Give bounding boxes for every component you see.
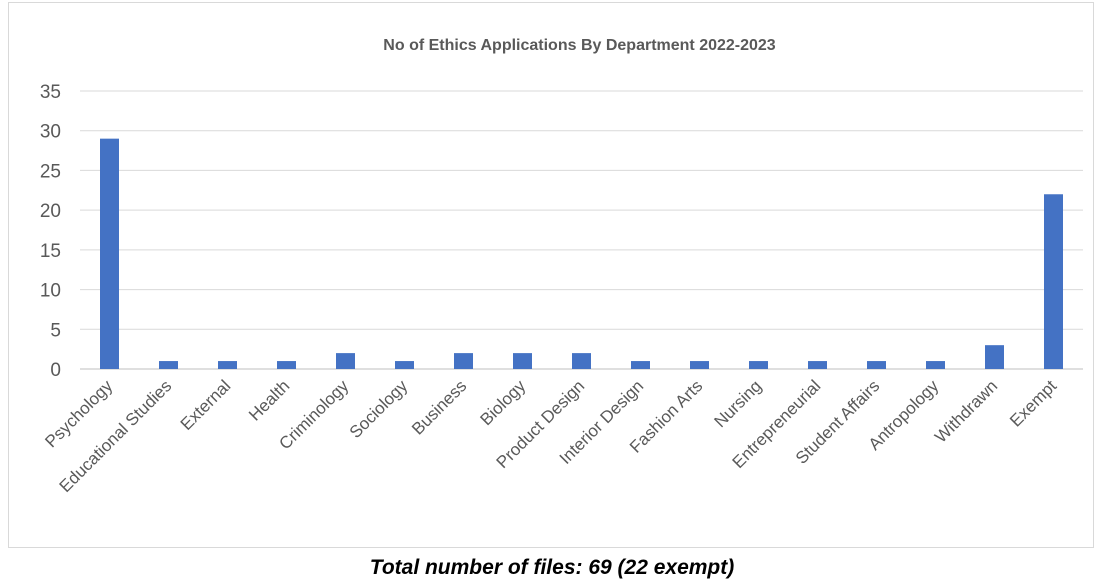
bar-antropology: [926, 361, 945, 369]
bar-business: [454, 353, 473, 369]
bar-criminology: [336, 353, 355, 369]
bar-student-affairs: [867, 361, 886, 369]
bar-psychology: [100, 138, 119, 369]
bar-fashion-arts: [690, 361, 709, 369]
y-tick-label: 10: [40, 281, 61, 302]
x-tick-label: Educational Studies: [56, 376, 176, 496]
bar-sociology: [395, 361, 414, 369]
y-tick-label: 30: [40, 122, 61, 143]
chart-title: No of Ethics Applications By Department …: [383, 37, 776, 54]
bar-nursing: [749, 361, 768, 369]
bar-biology: [513, 353, 532, 369]
y-tick-label: 35: [40, 82, 61, 103]
bar-exempt: [1044, 194, 1063, 369]
bar-external: [218, 361, 237, 369]
bar-product-design: [572, 353, 591, 369]
y-tick-label: 20: [40, 201, 61, 222]
x-tick-label: Health: [245, 376, 293, 424]
y-tick-label: 0: [50, 360, 61, 381]
x-tick-label: Sociology: [346, 376, 412, 442]
bar-interior-design: [631, 361, 650, 369]
x-tick-label: Exempt: [1006, 376, 1060, 430]
y-tick-label: 5: [50, 320, 61, 341]
x-tick-label: External: [177, 376, 235, 434]
bar-chart: No of Ethics Applications By Department …: [40, 37, 1083, 496]
y-tick-label: 15: [40, 241, 61, 262]
x-tick-label: Biology: [476, 376, 529, 429]
chart-area: [8, 2, 1094, 548]
y-tick-label: 25: [40, 161, 61, 182]
bar-educational-studies: [159, 361, 178, 369]
x-tick-label: Nursing: [710, 376, 765, 431]
chart-caption: Total number of files: 69 (22 exempt): [369, 556, 735, 579]
bar-health: [277, 361, 296, 369]
x-tick-label: Business: [408, 376, 470, 438]
bar-entrepreneurial: [808, 361, 827, 369]
bar-withdrawn: [985, 345, 1004, 369]
x-tick-label: Withdrawn: [931, 376, 1001, 446]
